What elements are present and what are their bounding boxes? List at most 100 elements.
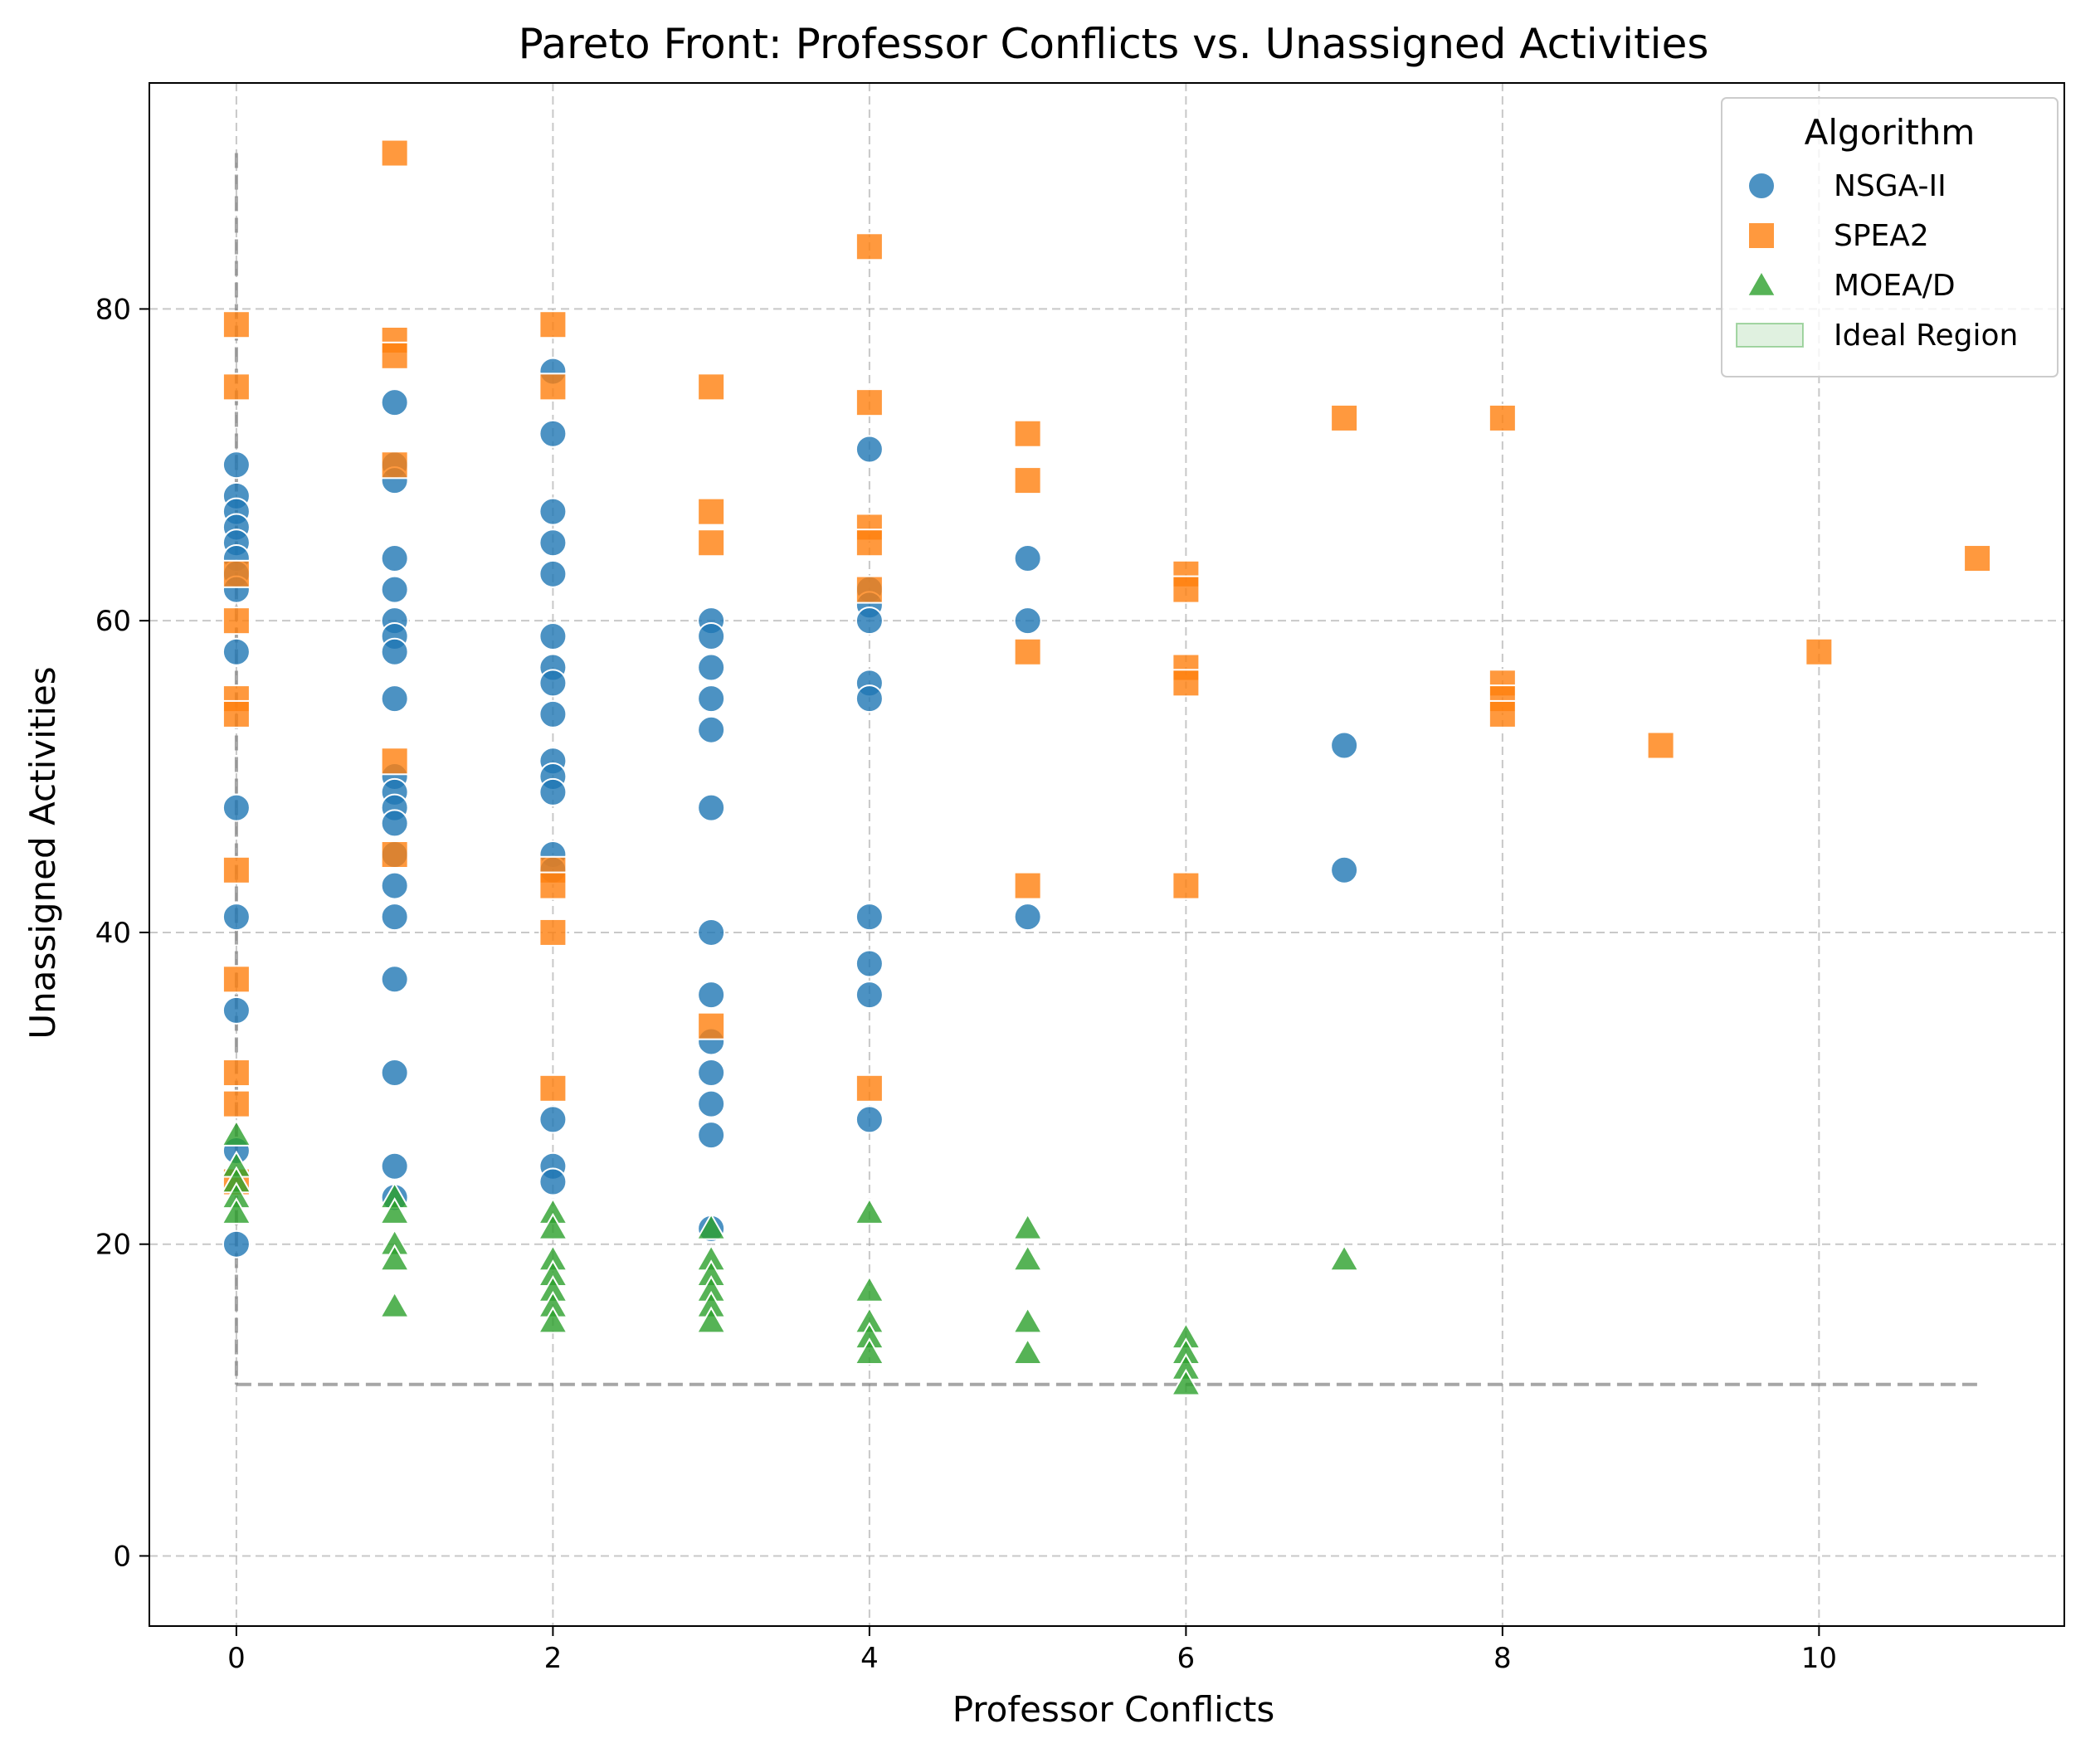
x-tick-label: 0 xyxy=(227,1642,246,1675)
data-point xyxy=(222,903,251,932)
plot-area-frame xyxy=(149,82,2065,1627)
data-point xyxy=(538,310,568,339)
data-point xyxy=(855,684,884,713)
data-point xyxy=(538,559,568,588)
legend-label: Ideal Region xyxy=(1834,319,2018,353)
data-point xyxy=(222,450,251,480)
series-nsga-ii xyxy=(222,357,1359,1259)
data-point xyxy=(855,528,884,558)
legend-label: NSGA-II xyxy=(1834,169,1947,203)
data-point xyxy=(1963,544,1992,573)
y-tick-label: 40 xyxy=(95,917,131,950)
data-point xyxy=(697,1121,726,1150)
data-point xyxy=(380,637,409,666)
data-point xyxy=(222,637,251,666)
data-point xyxy=(855,1074,884,1103)
legend-box xyxy=(1721,97,2059,377)
legend-marker xyxy=(1746,269,1777,297)
data-point xyxy=(1013,903,1042,932)
data-point xyxy=(1013,466,1042,495)
data-point xyxy=(378,1244,411,1272)
data-point xyxy=(1011,1212,1044,1240)
legend-marker xyxy=(1747,222,1776,250)
y-tick-label: 80 xyxy=(95,293,131,326)
data-point xyxy=(697,373,726,402)
data-point xyxy=(697,497,726,526)
data-point xyxy=(1013,419,1042,448)
data-point xyxy=(380,1152,409,1181)
x-tick-label: 4 xyxy=(860,1642,879,1675)
data-point xyxy=(1172,871,1201,900)
data-point xyxy=(538,373,568,402)
data-point xyxy=(854,1337,885,1365)
data-point xyxy=(1170,1368,1202,1396)
data-point xyxy=(855,575,884,604)
data-point xyxy=(1330,731,1359,760)
data-point xyxy=(537,1306,569,1334)
data-point xyxy=(1172,669,1201,698)
data-point xyxy=(855,606,884,635)
y-tick-label: 20 xyxy=(95,1229,131,1262)
data-point xyxy=(380,544,409,573)
x-tick-label: 6 xyxy=(1177,1642,1196,1675)
data-point xyxy=(695,1212,727,1240)
data-point xyxy=(855,1105,884,1134)
data-point xyxy=(1011,1337,1044,1365)
data-point xyxy=(1172,575,1201,604)
y-tick-label: 0 xyxy=(113,1540,131,1573)
data-point xyxy=(538,528,568,558)
data-point xyxy=(697,528,726,558)
data-point xyxy=(538,419,568,448)
legend-marker xyxy=(1747,172,1776,200)
data-point xyxy=(222,996,251,1025)
data-point xyxy=(222,855,251,884)
data-point xyxy=(1328,1244,1360,1272)
data-point xyxy=(222,559,251,588)
data-point xyxy=(855,981,884,1010)
legend-items: NSGA-II SPEA2 MOEA/D Ideal Region xyxy=(1736,169,2018,353)
data-point xyxy=(1488,403,1517,432)
data-point xyxy=(221,1197,252,1225)
series-spea2 xyxy=(222,139,1992,1196)
data-point xyxy=(222,606,251,635)
x-tick-label: 2 xyxy=(544,1642,563,1675)
data-point xyxy=(697,1089,726,1118)
axis-ticks: 0 2 4 6 8 10 0 20 40 60 80 xyxy=(95,293,1837,1675)
data-points xyxy=(221,139,1992,1396)
data-point xyxy=(380,809,409,838)
data-point xyxy=(538,497,568,526)
data-point xyxy=(1488,699,1517,728)
data-point xyxy=(695,1306,727,1334)
data-point xyxy=(222,965,251,994)
data-point xyxy=(222,793,251,822)
data-point xyxy=(380,684,409,713)
data-point xyxy=(222,1089,251,1118)
data-point xyxy=(697,621,726,650)
data-point xyxy=(538,1074,568,1103)
x-tick-label: 8 xyxy=(1493,1642,1512,1675)
data-point xyxy=(1013,544,1042,573)
y-axis-label: Unassigned Activities xyxy=(22,666,63,1039)
data-point xyxy=(697,981,726,1010)
data-point xyxy=(222,699,251,728)
data-point xyxy=(380,747,409,776)
data-point xyxy=(1011,1244,1044,1272)
data-point xyxy=(697,1059,726,1088)
data-point xyxy=(697,715,726,744)
data-point xyxy=(222,310,251,339)
data-point xyxy=(538,669,568,698)
data-point xyxy=(538,777,568,806)
data-point xyxy=(697,653,726,682)
data-point xyxy=(380,1059,409,1088)
data-point xyxy=(855,388,884,417)
data-point xyxy=(1013,606,1042,635)
data-point xyxy=(538,871,568,900)
x-tick-label: 10 xyxy=(1801,1642,1837,1675)
data-point xyxy=(380,965,409,994)
data-point xyxy=(697,684,726,713)
series-moea-d xyxy=(221,1119,1360,1396)
data-point xyxy=(697,1011,726,1040)
data-point xyxy=(378,1290,411,1318)
data-point xyxy=(855,949,884,978)
